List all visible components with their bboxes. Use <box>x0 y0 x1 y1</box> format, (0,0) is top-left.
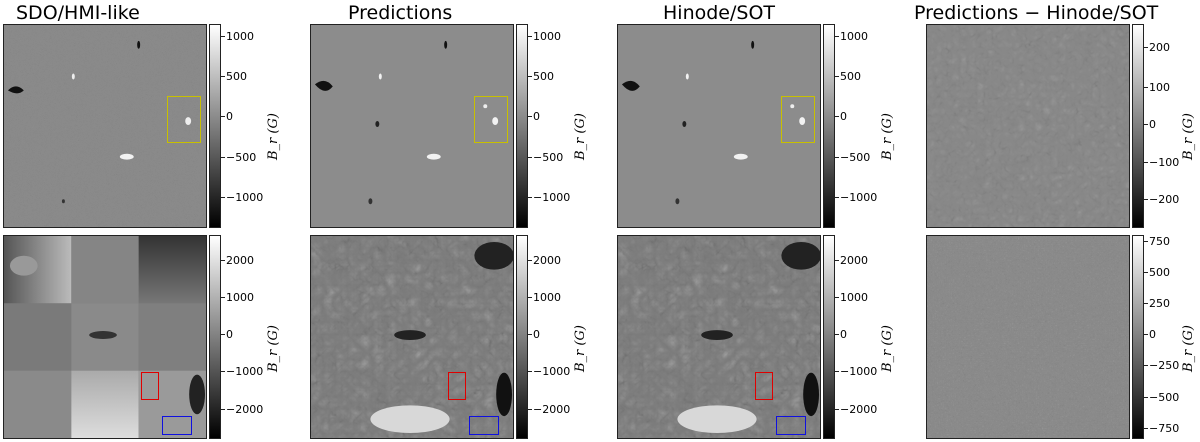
tick-label: −1000 <box>527 365 571 378</box>
tick-label: 0 <box>1144 118 1156 131</box>
tick-label: 0 <box>528 328 540 341</box>
tick-label: −1000 <box>220 191 264 204</box>
yellow-box-hinode <box>781 96 815 143</box>
tick-label: −2000 <box>834 403 878 416</box>
colorbar-label: B_r (G) <box>573 325 588 372</box>
colorbar-row1-col4 <box>1132 24 1144 228</box>
image-row2-sdo-content <box>4 236 206 438</box>
blue-box-sdo <box>162 416 192 435</box>
yellow-box-sdo <box>167 96 201 143</box>
title-predictions: Predictions <box>348 2 453 24</box>
image-row2-hinode <box>617 235 821 439</box>
tick-label: 750 <box>1144 235 1170 248</box>
tick-label: 500 <box>221 70 247 83</box>
image-row1-hinode-content <box>618 25 820 227</box>
tick-label: −200 <box>1143 193 1180 206</box>
tick-label: 1000 <box>221 291 254 304</box>
tick-label: 1000 <box>835 30 868 43</box>
red-box-hinode <box>755 372 773 400</box>
image-row1-difference <box>926 24 1130 228</box>
colorbar-label: B_r (G) <box>573 113 588 160</box>
image-row1-sdo-content <box>4 25 206 227</box>
tick-label: −100 <box>1143 156 1180 169</box>
tick-label: −1000 <box>220 365 264 378</box>
tick-label: 250 <box>1144 297 1170 310</box>
colorbar-row1-col2 <box>516 24 528 228</box>
yellow-box-predictions <box>474 96 508 143</box>
tick-label: 500 <box>835 70 861 83</box>
image-row2-difference-content <box>927 236 1129 438</box>
tick-label: 1000 <box>528 291 561 304</box>
tick-label: 1000 <box>528 30 561 43</box>
colorbar-row2-col2 <box>516 235 528 439</box>
colorbar-label: B_r (G) <box>1181 325 1196 372</box>
colorbar-row2-col1 <box>209 235 221 439</box>
title-difference: Predictions − Hinode/SOT <box>914 2 1159 24</box>
tick-label: 2000 <box>835 254 868 267</box>
tick-label: 0 <box>1144 328 1156 341</box>
tick-label: 0 <box>835 110 847 123</box>
image-row2-hinode-content <box>618 236 820 438</box>
tick-label: −500 <box>834 151 871 164</box>
image-row1-hinode <box>617 24 821 228</box>
image-row1-predictions <box>310 24 514 228</box>
title-sdo-hmi: SDO/HMI-like <box>16 2 140 24</box>
tick-label: 0 <box>221 110 233 123</box>
colorbar-label: B_r (G) <box>880 113 895 160</box>
tick-label: −2000 <box>527 403 571 416</box>
tick-label: −500 <box>1143 391 1180 404</box>
colorbar-row1-col1 <box>209 24 221 228</box>
tick-label: 0 <box>835 328 847 341</box>
tick-label: −500 <box>220 151 257 164</box>
image-row2-difference <box>926 235 1130 439</box>
tick-label: 0 <box>528 110 540 123</box>
tick-label: 2000 <box>528 254 561 267</box>
image-row2-sdo <box>3 235 207 439</box>
tick-label: 1000 <box>221 30 254 43</box>
colorbar-label: B_r (G) <box>880 325 895 372</box>
image-row2-predictions <box>310 235 514 439</box>
red-box-sdo <box>141 372 159 400</box>
colorbar-row2-col3 <box>823 235 835 439</box>
tick-label: 0 <box>221 328 233 341</box>
colorbar-label: B_r (G) <box>1181 113 1196 160</box>
tick-label: −250 <box>1143 359 1180 372</box>
colorbar-label: B_r (G) <box>266 113 281 160</box>
image-row1-sdo <box>3 24 207 228</box>
image-row2-predictions-content <box>311 236 513 438</box>
tick-label: 1000 <box>835 291 868 304</box>
title-hinode-sot: Hinode/SOT <box>663 2 776 24</box>
tick-label: −1000 <box>834 365 878 378</box>
tick-label: 100 <box>1144 81 1170 94</box>
tick-label: 500 <box>1144 266 1170 279</box>
tick-label: −1000 <box>527 191 571 204</box>
image-row1-predictions-content <box>311 25 513 227</box>
tick-label: 2000 <box>221 254 254 267</box>
tick-label: −1000 <box>834 191 878 204</box>
tick-label: −500 <box>527 151 564 164</box>
blue-box-predictions <box>469 416 499 435</box>
tick-label: −750 <box>1143 422 1180 435</box>
blue-box-hinode <box>776 416 806 435</box>
tick-label: 200 <box>1144 41 1170 54</box>
image-row1-difference-content <box>927 25 1129 227</box>
colorbar-row2-col4 <box>1132 235 1144 439</box>
colorbar-label: B_r (G) <box>266 325 281 372</box>
tick-label: 500 <box>528 70 554 83</box>
tick-label: −2000 <box>220 403 264 416</box>
colorbar-row1-col3 <box>823 24 835 228</box>
red-box-predictions <box>448 372 466 400</box>
